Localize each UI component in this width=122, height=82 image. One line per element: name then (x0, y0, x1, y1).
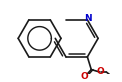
Text: N: N (84, 14, 92, 23)
Text: O: O (96, 67, 104, 76)
Text: O: O (81, 72, 88, 81)
